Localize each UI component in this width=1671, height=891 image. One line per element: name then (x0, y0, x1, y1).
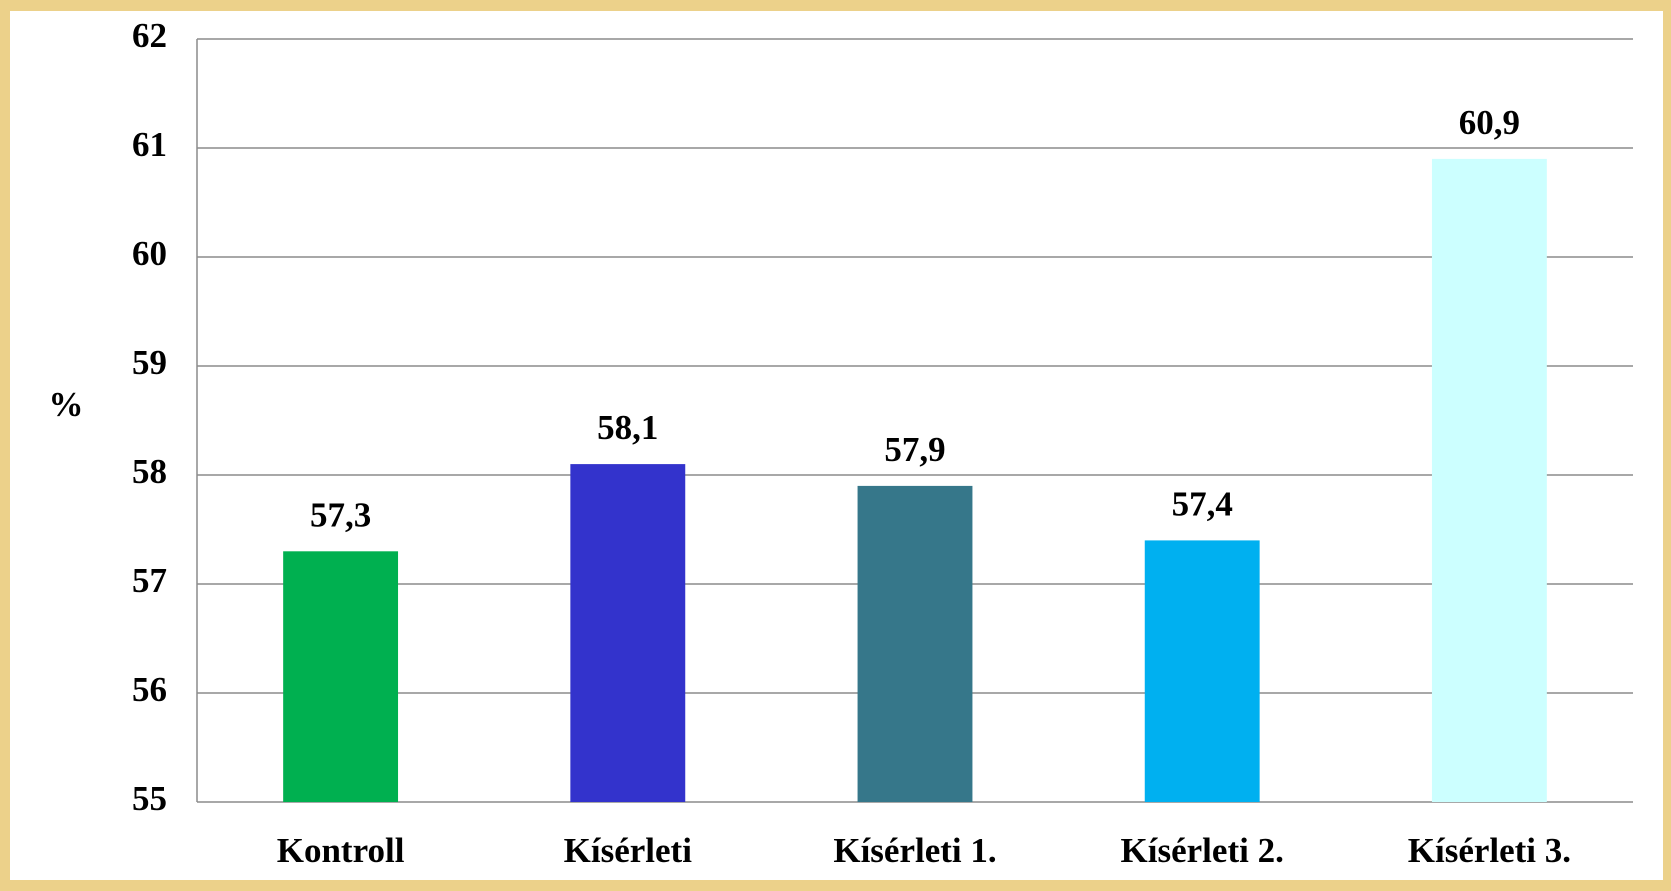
bar (857, 485, 973, 802)
bar (1431, 158, 1547, 802)
y-tick-label: 56 (132, 670, 167, 709)
x-tick-label: Kísérleti 1. (833, 831, 996, 870)
y-tick-label: 57 (132, 561, 167, 600)
y-tick-label: 55 (132, 779, 167, 818)
bar (283, 551, 399, 802)
plot-background (10, 11, 1663, 880)
bar (1144, 540, 1260, 802)
y-axis-label: % (49, 385, 84, 424)
y-tick-label: 62 (132, 16, 167, 55)
x-tick-label: Kontroll (277, 831, 405, 870)
bar (570, 464, 686, 802)
value-label: 58,1 (597, 408, 658, 447)
value-label: 57,3 (310, 495, 371, 534)
y-tick-label: 58 (132, 452, 167, 491)
x-tick-label: Kísérleti (564, 831, 693, 870)
x-tick-label: Kísérleti 2. (1121, 831, 1284, 870)
value-label: 57,9 (884, 430, 945, 469)
value-label: 57,4 (1172, 484, 1233, 523)
y-tick-label: 59 (132, 343, 167, 382)
y-tick-label: 60 (132, 234, 167, 273)
y-tick-label: 61 (132, 125, 167, 164)
value-label: 60,9 (1459, 103, 1520, 142)
x-tick-label: Kísérleti 3. (1408, 831, 1571, 870)
